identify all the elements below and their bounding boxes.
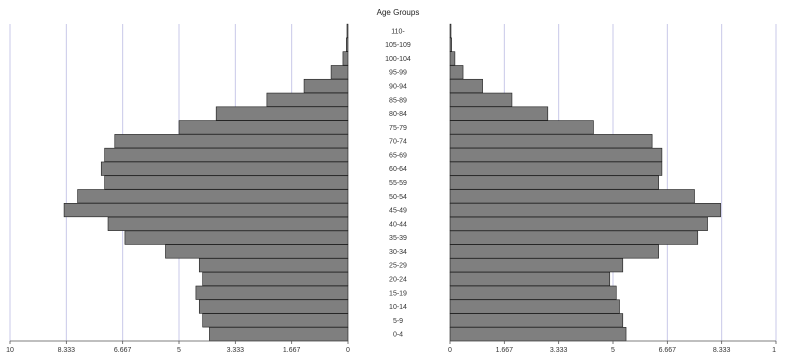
age-group-label: 50-54 <box>389 194 407 201</box>
right-bar-35-39 <box>449 230 699 245</box>
right-tick-label: 0 <box>448 347 452 354</box>
chart-title: Age Groups <box>377 8 420 17</box>
age-group-label: 0-4 <box>393 332 403 339</box>
age-group-label: 105-109 <box>385 42 411 49</box>
left-tick-label: 3.333 <box>227 347 245 354</box>
left-bar-110- <box>346 23 349 38</box>
right-bar-100-104 <box>449 51 456 66</box>
right-bar-105-109 <box>449 37 452 52</box>
right-bar-0-4 <box>449 327 627 342</box>
age-group-label: 25-29 <box>389 263 407 270</box>
right-bar-110- <box>449 23 452 38</box>
right-bar-65-69 <box>449 147 663 162</box>
left-bar-80-84 <box>215 106 349 121</box>
age-group-label: 20-24 <box>389 276 407 283</box>
left-bar-45-49 <box>63 203 349 218</box>
age-group-label: 65-69 <box>389 152 407 159</box>
age-group-label: 75-79 <box>389 125 407 132</box>
left-bar-20-24 <box>202 271 349 287</box>
age-group-label: 40-44 <box>389 221 407 228</box>
right-tick-label: 1.667 <box>496 347 514 354</box>
left-bar-0-4 <box>209 327 349 342</box>
left-bar-35-39 <box>124 230 349 245</box>
left-bar-65-69 <box>104 147 349 162</box>
age-group-label: 100-104 <box>385 56 411 63</box>
age-group-label: 85-89 <box>389 97 407 104</box>
right-bar-25-29 <box>449 258 624 273</box>
right-bar-75-79 <box>449 120 594 135</box>
left-bar-105-109 <box>346 37 349 52</box>
left-bar-50-54 <box>77 189 349 204</box>
age-group-label: 95-99 <box>389 70 407 77</box>
left-bar-40-44 <box>107 216 349 231</box>
right-bar-15-19 <box>449 285 617 300</box>
right-bar-60-64 <box>449 161 663 176</box>
right-bar-45-49 <box>449 203 721 218</box>
right-bar-85-89 <box>449 92 513 107</box>
right-bar-55-59 <box>449 175 659 190</box>
right-tick-label: 5 <box>611 347 615 354</box>
age-group-label: 110- <box>391 28 405 35</box>
right-tick-label: 3.333 <box>550 347 568 354</box>
right-bar-5-9 <box>449 313 624 328</box>
left-tick-label: 0 <box>346 347 350 354</box>
left-bar-75-79 <box>178 120 349 135</box>
bars <box>63 23 721 342</box>
age-group-label: 45-49 <box>389 208 407 215</box>
right-bar-50-54 <box>449 189 695 204</box>
left-bar-30-34 <box>165 244 349 259</box>
age-group-label: 90-94 <box>389 84 407 91</box>
left-bar-95-99 <box>330 65 349 80</box>
right-tick-label: 1 <box>772 347 776 354</box>
left-bar-90-94 <box>303 78 349 94</box>
left-bar-25-29 <box>198 258 349 273</box>
right-bar-80-84 <box>449 106 549 121</box>
age-group-label: 10-14 <box>389 304 407 311</box>
left-bar-70-74 <box>114 134 349 149</box>
age-group-label: 70-74 <box>389 139 407 146</box>
right-bar-95-99 <box>449 65 464 80</box>
right-bar-70-74 <box>449 134 653 149</box>
age-group-label: 30-34 <box>389 249 407 256</box>
left-bar-60-64 <box>100 161 349 176</box>
age-group-label: 15-19 <box>389 290 407 297</box>
age-group-label: 35-39 <box>389 235 407 242</box>
left-tick-label: 10 <box>6 347 14 354</box>
left-bar-85-89 <box>266 92 349 107</box>
right-bar-20-24 <box>449 271 611 287</box>
left-bar-10-14 <box>198 299 349 314</box>
right-bar-90-94 <box>449 78 483 94</box>
left-bar-55-59 <box>104 175 349 190</box>
left-bar-15-19 <box>195 285 349 300</box>
right-bar-40-44 <box>449 216 708 231</box>
left-tick-label: 5 <box>177 347 181 354</box>
right-bar-30-34 <box>449 244 659 259</box>
left-tick-label: 6.667 <box>114 347 132 354</box>
age-group-label: 80-84 <box>389 111 407 118</box>
age-group-label: 60-64 <box>389 166 407 173</box>
left-tick-label: 8.333 <box>58 347 76 354</box>
age-group-label: 55-59 <box>389 180 407 187</box>
left-bar-5-9 <box>202 313 349 328</box>
age-group-label: 5-9 <box>393 318 403 325</box>
right-tick-label: 6.667 <box>659 347 677 354</box>
right-tick-label: 8.333 <box>713 347 731 354</box>
left-tick-label: 1.667 <box>283 347 301 354</box>
right-bar-10-14 <box>449 299 620 314</box>
left-bar-100-104 <box>342 51 349 66</box>
axes: 0-4 5-9 10-14 15-19 20-24 25-29 30-34 35-39 40-4… <box>6 28 777 354</box>
